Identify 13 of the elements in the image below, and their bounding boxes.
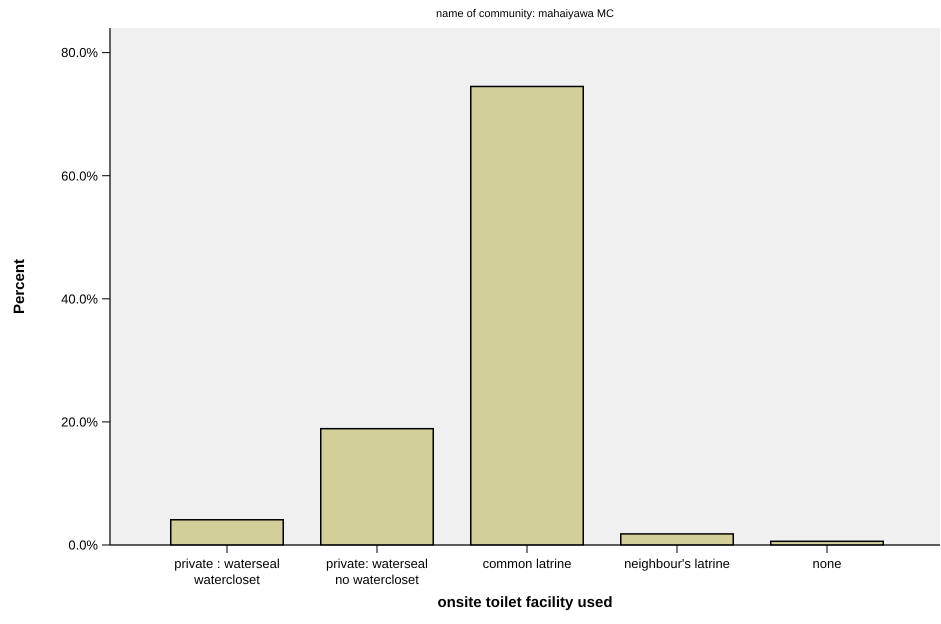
y-tick-label: 40.0% xyxy=(61,291,98,306)
x-tick-label: private: waterseal no watercloset xyxy=(326,556,428,587)
x-tick-label: private : waterseal watercloset xyxy=(174,556,280,587)
x-axis-title: onsite toilet facility used xyxy=(437,594,613,611)
y-tick-label: 0.0% xyxy=(68,538,98,553)
x-tick-label: neighbour's latrine xyxy=(624,556,730,571)
y-axis-title: Percent xyxy=(11,258,28,314)
x-tick-label: none xyxy=(812,556,842,571)
y-tick-label: 80.0% xyxy=(61,45,98,60)
y-tick-label: 60.0% xyxy=(61,168,98,184)
y-tick-label: 20.0% xyxy=(61,414,98,430)
x-tick-label: common latrine xyxy=(482,556,572,571)
chart-title: name of community: mahaiyawa MC xyxy=(436,8,614,20)
